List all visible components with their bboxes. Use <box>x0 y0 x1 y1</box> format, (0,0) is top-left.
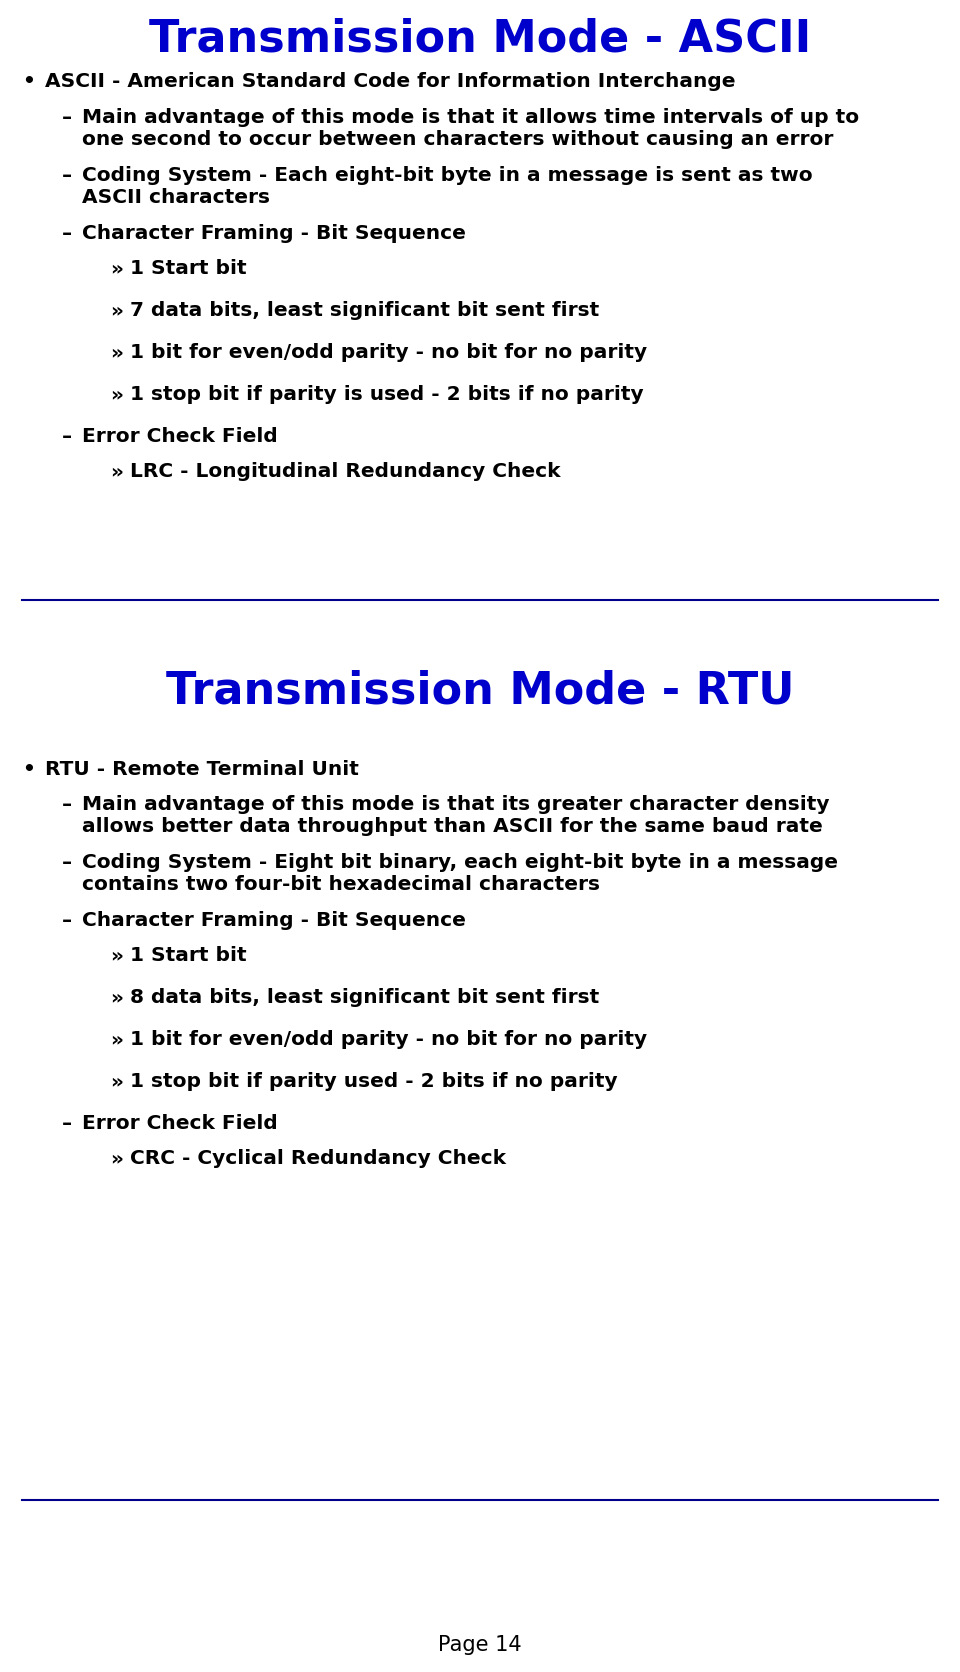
Text: Character Framing - Bit Sequence: Character Framing - Bit Sequence <box>82 911 466 930</box>
Text: Character Framing - Bit Sequence: Character Framing - Bit Sequence <box>82 224 466 242</box>
Text: »: » <box>110 385 123 405</box>
Text: 8 data bits, least significant bit sent first: 8 data bits, least significant bit sent … <box>130 988 599 1007</box>
Text: –: – <box>62 426 72 446</box>
Text: Transmission Mode - RTU: Transmission Mode - RTU <box>166 670 794 712</box>
Text: –: – <box>62 911 72 930</box>
Text: •: • <box>22 761 35 779</box>
Text: 1 bit for even/odd parity - no bit for no parity: 1 bit for even/odd parity - no bit for n… <box>130 343 647 363</box>
Text: 1 Start bit: 1 Start bit <box>130 259 247 278</box>
Text: ASCII - American Standard Code for Information Interchange: ASCII - American Standard Code for Infor… <box>45 72 735 90</box>
Text: CRC - Cyclical Redundancy Check: CRC - Cyclical Redundancy Check <box>130 1149 506 1169</box>
Text: –: – <box>62 109 72 127</box>
Text: Coding System - Eight bit binary, each eight-bit byte in a message
contains two : Coding System - Eight bit binary, each e… <box>82 853 838 895</box>
Text: »: » <box>110 946 123 965</box>
Text: –: – <box>62 1114 72 1134</box>
Text: –: – <box>62 853 72 873</box>
Text: Main advantage of this mode is that it allows time intervals of up to
one second: Main advantage of this mode is that it a… <box>82 109 859 149</box>
Text: Coding System - Each eight-bit byte in a message is sent as two
ASCII characters: Coding System - Each eight-bit byte in a… <box>82 166 812 207</box>
Text: •: • <box>22 72 35 90</box>
Text: –: – <box>62 166 72 186</box>
Text: »: » <box>110 1030 123 1048</box>
Text: –: – <box>62 224 72 242</box>
Text: LRC - Longitudinal Redundancy Check: LRC - Longitudinal Redundancy Check <box>130 461 561 482</box>
Text: Page 14: Page 14 <box>438 1635 522 1655</box>
Text: »: » <box>110 343 123 363</box>
Text: –: – <box>62 794 72 814</box>
Text: »: » <box>110 301 123 319</box>
Text: »: » <box>110 259 123 278</box>
Text: 1 bit for even/odd parity - no bit for no parity: 1 bit for even/odd parity - no bit for n… <box>130 1030 647 1048</box>
Text: RTU - Remote Terminal Unit: RTU - Remote Terminal Unit <box>45 761 359 779</box>
Text: »: » <box>110 1072 123 1092</box>
Text: 1 stop bit if parity used - 2 bits if no parity: 1 stop bit if parity used - 2 bits if no… <box>130 1072 617 1092</box>
Text: 1 stop bit if parity is used - 2 bits if no parity: 1 stop bit if parity is used - 2 bits if… <box>130 385 643 405</box>
Text: »: » <box>110 988 123 1007</box>
Text: »: » <box>110 1149 123 1169</box>
Text: Error Check Field: Error Check Field <box>82 1114 277 1134</box>
Text: »: » <box>110 461 123 482</box>
Text: Transmission Mode - ASCII: Transmission Mode - ASCII <box>149 18 811 60</box>
Text: Main advantage of this mode is that its greater character density
allows better : Main advantage of this mode is that its … <box>82 794 829 836</box>
Text: Error Check Field: Error Check Field <box>82 426 277 446</box>
Text: 1 Start bit: 1 Start bit <box>130 946 247 965</box>
Text: 7 data bits, least significant bit sent first: 7 data bits, least significant bit sent … <box>130 301 599 319</box>
